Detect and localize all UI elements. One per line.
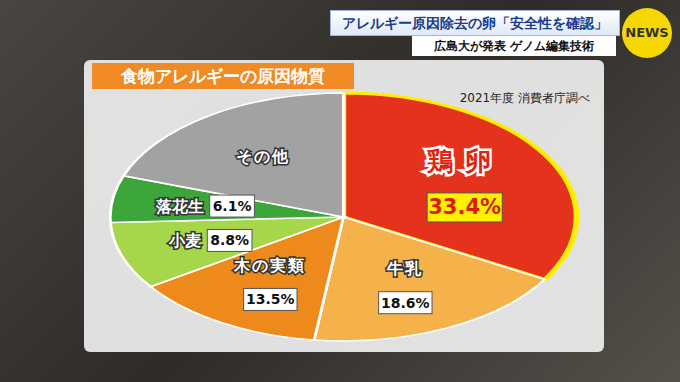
html-text:NEWS: NEWS (625, 25, 669, 40)
svg-text:牛乳: 牛乳 (386, 259, 423, 278)
svg-text:33.4%: 33.4% (428, 195, 501, 219)
svg-text:小麦: 小麦 (168, 231, 201, 250)
html-text:広島大が発表 ゲノム編集技術: 広島大が発表 ゲノム編集技術 (433, 39, 595, 53)
html-text:アレルギー原因除去の卵「安全性を確認」: アレルギー原因除去の卵「安全性を確認」 (342, 15, 608, 31)
svg-text:木の実類: 木の実類 (233, 256, 306, 275)
svg-text:6.1%: 6.1% (212, 198, 251, 214)
svg-text:鶏卵: 鶏卵 (425, 146, 502, 176)
svg-text:8.8%: 8.8% (210, 232, 249, 248)
html-text:2021年度 消費者庁調べ: 2021年度 消費者庁調べ (459, 91, 590, 105)
svg-text:落花生: 落花生 (154, 197, 203, 216)
html-text:食物アレルギーの原因物質: 食物アレルギーの原因物質 (121, 66, 325, 86)
svg-text:その他: その他 (235, 147, 289, 166)
svg-text:18.6%: 18.6% (381, 295, 430, 311)
svg-text:13.5%: 13.5% (246, 291, 295, 307)
